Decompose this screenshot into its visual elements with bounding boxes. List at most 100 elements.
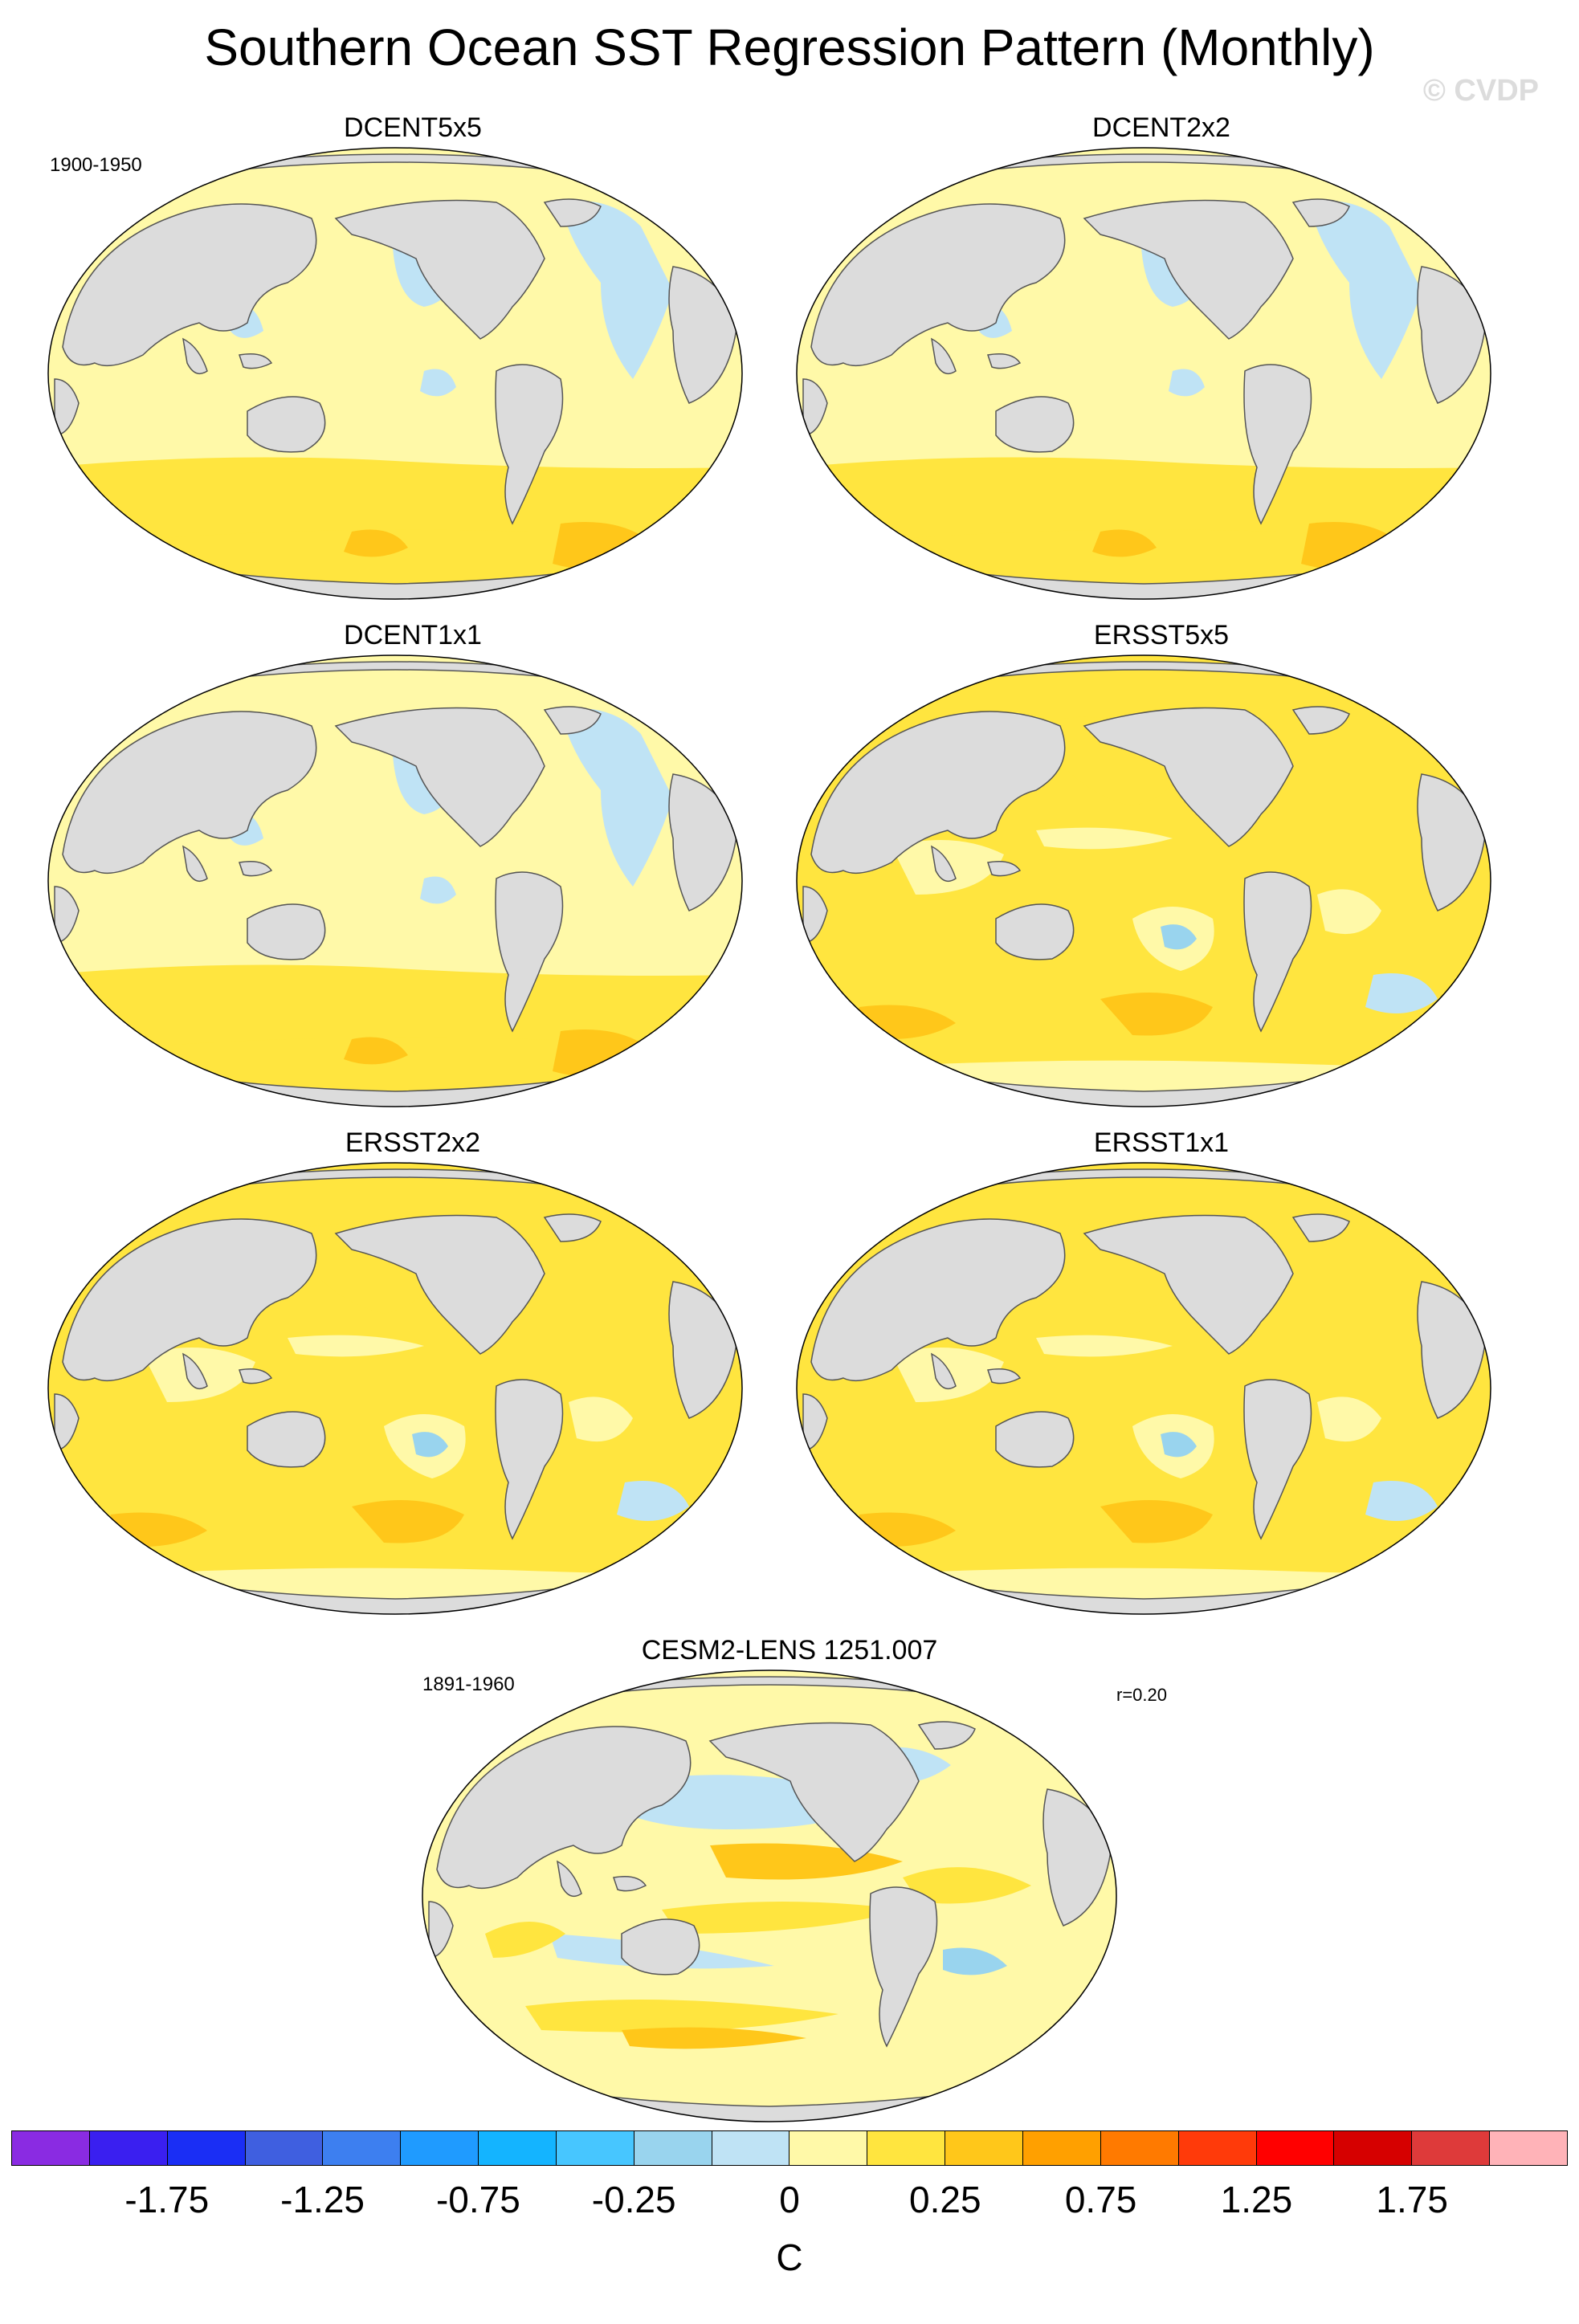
anomaly-region (1365, 1481, 1438, 1521)
continent-land (182, 1352, 208, 1390)
continent-land (182, 845, 208, 883)
anomaly-region (1309, 201, 1422, 379)
colorbar-swatch (634, 2131, 712, 2165)
anomaly-region (1100, 993, 1213, 1036)
sst-map-panel (47, 1161, 744, 1616)
cvdp-watermark: © CVDP (1422, 74, 1539, 108)
colorbar-tick-label: 0.25 (909, 2179, 981, 2220)
colorbar-swatch (945, 2131, 1023, 2165)
continent-land (182, 337, 208, 375)
anomaly-region (485, 1922, 565, 1958)
sst-map-panel (795, 1161, 1492, 1616)
colorbar-tick-label: 0 (779, 2179, 800, 2220)
colorbar-tick-label: -1.75 (124, 2179, 210, 2220)
continent-land (931, 337, 957, 375)
continent-land (987, 353, 1022, 369)
continent-land (62, 1218, 317, 1382)
colorbar-swatch (245, 2131, 324, 2165)
colorbar-tick-label: -1.25 (280, 2179, 365, 2220)
continent-land (247, 903, 326, 960)
continent-land (931, 1352, 957, 1390)
continent-land (1291, 198, 1350, 227)
panel-title: ERSST2x2 (345, 1127, 481, 1158)
sst-map-panel (47, 146, 744, 601)
anomaly-region (344, 529, 408, 557)
colorbar-tick-label: -0.75 (435, 2179, 520, 2220)
continent-land (995, 903, 1075, 960)
map-svg (796, 147, 1491, 600)
anomaly-region (412, 1432, 448, 1458)
map-boundary (47, 147, 743, 600)
map-svg (47, 1162, 743, 1615)
colorbar-swatch (12, 2131, 90, 2165)
continent-land (543, 198, 602, 227)
map-boundary (796, 1162, 1491, 1615)
sst-map-panel (795, 146, 1492, 601)
map-boundary (47, 654, 743, 1107)
continent-land (987, 1368, 1022, 1384)
continent-land (917, 1721, 976, 1750)
continent-land (495, 1379, 564, 1540)
sst-map-panel (795, 654, 1492, 1108)
continent-land (621, 1918, 700, 1975)
continent-land (810, 711, 1066, 875)
continent-land (247, 1411, 326, 1468)
colorbar-units-label: C (776, 2236, 803, 2278)
anomaly-region (1036, 1335, 1173, 1357)
colorbar-swatch (1412, 2131, 1491, 2165)
continent-land (1083, 1214, 1294, 1355)
anomaly-region (622, 2027, 806, 2049)
continent-land (810, 203, 1066, 367)
continent-land (1243, 1379, 1312, 1540)
colorbar-swatch (1100, 2131, 1179, 2165)
anomaly-region (1317, 889, 1381, 935)
anomaly-region (569, 1396, 633, 1442)
panel-title: DCENT1x1 (344, 620, 482, 650)
anomaly-region (1100, 1500, 1213, 1543)
continent-land (931, 845, 957, 883)
continent-land (239, 1368, 273, 1384)
colorbar-tick-label: 1.25 (1220, 2179, 1293, 2220)
anomaly-region (561, 201, 673, 379)
panel-title: CESM2-LENS 1251.007 (641, 1635, 938, 1666)
continent-land (1083, 199, 1294, 340)
continent-land (334, 199, 545, 340)
colorbar (11, 2130, 1568, 2166)
continent-land (810, 1218, 1066, 1382)
panel-title: DCENT5x5 (344, 112, 482, 143)
colorbar-tick-label: 0.75 (1064, 2179, 1137, 2220)
anomaly-region (420, 876, 456, 904)
anomaly-region (344, 1037, 408, 1065)
anomaly-region (1161, 924, 1197, 950)
colorbar-swatch (867, 2131, 946, 2165)
colorbar-tick-label: 1.75 (1376, 2179, 1448, 2220)
map-boundary (796, 147, 1491, 600)
anomaly-region (1036, 827, 1173, 850)
continent-land (869, 1886, 938, 2048)
panel-title: DCENT2x2 (1092, 112, 1230, 143)
sst-map-panel (47, 654, 744, 1108)
colorbar-swatch (323, 2131, 402, 2165)
map-svg (796, 1162, 1491, 1615)
continent-land (1291, 1213, 1350, 1242)
map-boundary (796, 654, 1491, 1107)
anomaly-region (662, 1902, 903, 1934)
period-label: 1891-1960 (422, 1674, 515, 1695)
colorbar-swatch (790, 2131, 868, 2165)
continent-land (62, 711, 317, 875)
anomaly-region (288, 1335, 424, 1357)
continent-land (995, 1411, 1075, 1468)
anomaly-region (943, 1947, 1007, 1975)
continent-land (495, 871, 564, 1033)
anomaly-region (617, 1481, 689, 1521)
colorbar-swatch (401, 2131, 479, 2165)
colorbar-swatch (712, 2131, 790, 2165)
continent-land (543, 706, 602, 735)
map-svg (796, 654, 1491, 1107)
continent-land (62, 203, 317, 367)
map-boundary (422, 1670, 1117, 2122)
map-svg (47, 654, 743, 1107)
map-svg (47, 147, 743, 600)
continent-land (239, 861, 273, 877)
colorbar-swatch (1256, 2131, 1335, 2165)
